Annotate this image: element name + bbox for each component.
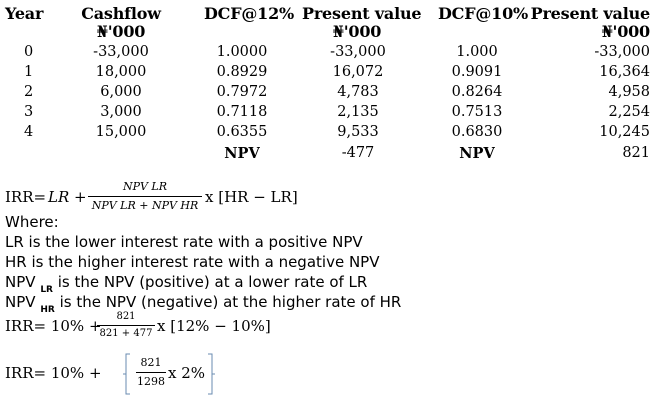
fraction-bar <box>88 196 202 197</box>
year-cell: 2 <box>24 84 34 100</box>
year-cell: 0 <box>24 44 34 60</box>
pv1-cell: 9,533 <box>337 124 379 140</box>
header-dcf10: DCF@10% <box>438 4 529 23</box>
cashflow-cell: 18,000 <box>95 64 147 80</box>
irr-prefix: IRR= <box>5 188 47 206</box>
calc2-fraction-bar <box>136 372 166 373</box>
header-cashflow-unit: ₦'000 <box>96 22 146 41</box>
cashflow-cell: 3,000 <box>100 104 142 120</box>
header-pv1: Present value <box>302 4 422 23</box>
npv-hr-explanation: NPV HR is the NPV (negative) at the high… <box>5 293 402 315</box>
pv1-cell: 2,135 <box>337 104 379 120</box>
dcf12-cell: 0.6355 <box>216 124 268 140</box>
npv-value-12: -477 <box>341 145 375 161</box>
header-year: Year <box>5 4 44 23</box>
year-cell: 4 <box>24 124 34 140</box>
calc1-fraction-bar <box>97 325 155 326</box>
npv-label-12: NPV <box>224 145 260 162</box>
dcf10-cell: 0.8264 <box>451 84 503 100</box>
dcf12-cell: 0.7118 <box>216 104 268 120</box>
pv1-cell: 4,783 <box>337 84 379 100</box>
dcf12-cell: 0.8929 <box>216 64 268 80</box>
pv2-cell: 10,245 <box>599 124 650 140</box>
dcf10-cell: 0.7513 <box>451 104 503 120</box>
npv-hr-subscript: HR <box>40 305 55 315</box>
pv2-cell: -33,000 <box>594 44 650 60</box>
year-cell: 1 <box>24 64 34 80</box>
calc1-prefix: IRR= 10% + <box>5 317 102 335</box>
npv-lr-prefix: NPV <box>5 273 36 291</box>
header-pv2-unit: ₦'000 <box>601 22 651 41</box>
dcf10-cell: 0.9091 <box>451 64 503 80</box>
right-bracket <box>208 353 215 395</box>
where-label: Where: <box>5 213 59 231</box>
fraction-numerator: NPV LR <box>122 180 168 193</box>
calc2-prefix: IRR= 10% + <box>5 364 102 382</box>
npv-label-10: NPV <box>459 145 495 162</box>
npv-lr-text: is the NPV (positive) at a lower rate of… <box>57 273 368 291</box>
cashflow-cell: -33,000 <box>93 44 149 60</box>
year-cell: 3 <box>24 104 34 120</box>
npv-hr-text: is the NPV (negative) at the higher rate… <box>59 293 402 311</box>
pv2-cell: 16,364 <box>599 64 650 80</box>
header-pv2: Present value <box>530 4 651 23</box>
dcf12-cell: 1.0000 <box>216 44 268 60</box>
formula-tail: x [HR − LR] <box>205 188 298 206</box>
header-pv1-unit: ₦'000 <box>332 22 382 41</box>
npv-lr-subscript: LR <box>40 285 53 295</box>
dcf12-cell: 0.7972 <box>216 84 268 100</box>
npv-hr-prefix: NPV <box>5 293 36 311</box>
calc1-tail: x [12% − 10%] <box>157 317 271 335</box>
calc2-denominator: 1298 <box>137 375 165 388</box>
calc2-numerator: 821 <box>140 356 162 369</box>
pv2-cell: 4,958 <box>608 84 650 100</box>
pv2-cell: 2,254 <box>608 104 650 120</box>
pv1-cell: 16,072 <box>332 64 384 80</box>
calc1-numerator: 821 <box>116 311 136 322</box>
cashflow-cell: 15,000 <box>95 124 147 140</box>
hr-explanation: HR is the higher interest rate with a ne… <box>5 253 380 271</box>
pv1-cell: -33,000 <box>330 44 386 60</box>
calc2-tail: x 2% <box>168 364 206 382</box>
lr-explanation: LR is the lower interest rate with a pos… <box>5 233 363 251</box>
calc1-denominator: 821 + 477 <box>99 328 153 339</box>
npv-value-10: 821 <box>622 145 650 161</box>
cashflow-cell: 6,000 <box>100 84 142 100</box>
dcf10-cell: 1.000 <box>456 44 498 60</box>
header-cashflow: Cashflow <box>81 4 161 23</box>
header-dcf12: DCF@12% <box>204 4 295 23</box>
dcf10-cell: 0.6830 <box>451 124 503 140</box>
lr-term: LR + <box>48 188 87 206</box>
fraction-denominator: NPV LR + NPV HR <box>91 199 199 212</box>
left-bracket <box>123 353 130 395</box>
npv-lr-explanation: NPV LR is the NPV (positive) at a lower … <box>5 273 368 295</box>
